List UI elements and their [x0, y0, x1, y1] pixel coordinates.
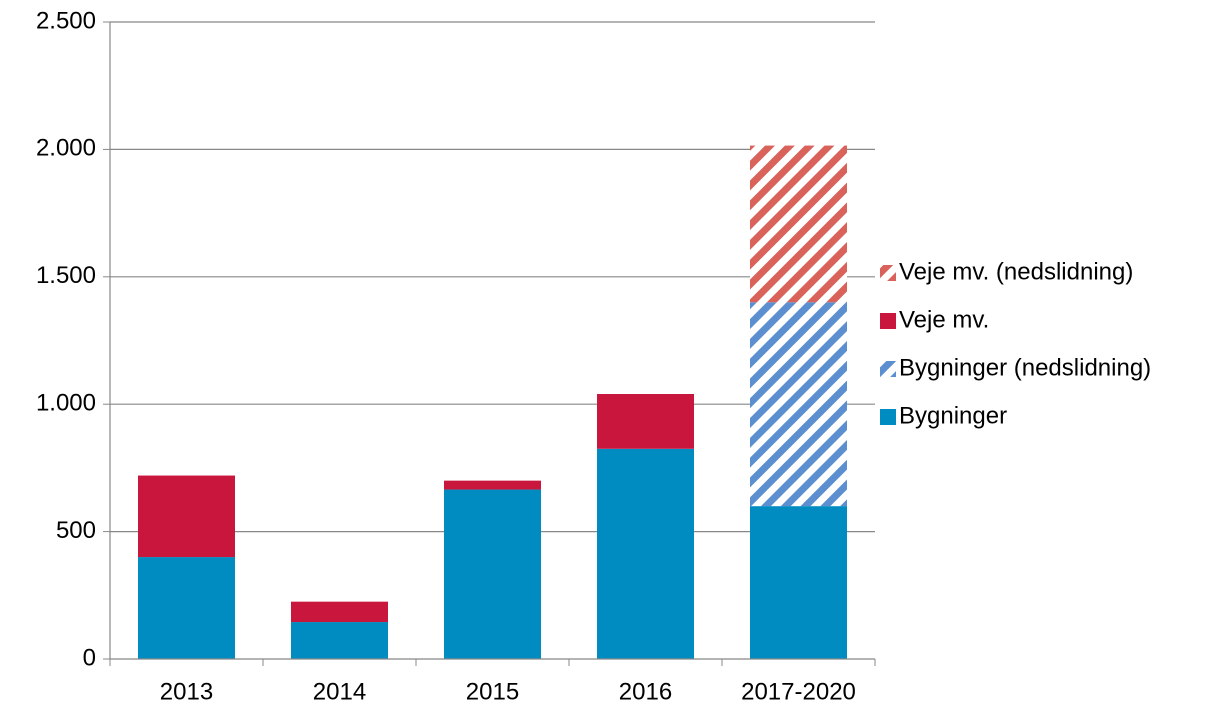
legend-swatch — [880, 313, 896, 329]
bar-segment — [291, 622, 388, 659]
bar-segment — [750, 302, 847, 507]
y-tick-label: 500 — [56, 517, 96, 544]
bar-segment — [750, 506, 847, 659]
x-tick-label: 2017-2020 — [741, 678, 856, 705]
x-tick-label: 2014 — [313, 678, 366, 705]
y-tick-label: 2.500 — [36, 7, 96, 34]
bar-segment — [444, 489, 541, 659]
bar-segment — [597, 448, 694, 659]
legend-swatch — [880, 409, 896, 425]
y-tick-label: 0 — [83, 644, 96, 671]
legend-label: Veje mv. — [899, 306, 989, 333]
bar-segment — [597, 394, 694, 449]
bar-segment — [750, 145, 847, 303]
legend-label: Bygninger — [899, 402, 1007, 429]
bar-segment — [138, 475, 235, 558]
legend-label: Veje mv. (nedslidning) — [899, 258, 1133, 285]
x-tick-label: 2016 — [619, 678, 672, 705]
bar-segment — [138, 557, 235, 659]
legend-swatch — [880, 361, 896, 377]
x-tick-label: 2015 — [466, 678, 519, 705]
x-tick-label: 2013 — [160, 678, 213, 705]
legend-swatch — [880, 265, 896, 281]
y-tick-label: 1.000 — [36, 390, 96, 417]
y-tick-label: 1.500 — [36, 262, 96, 289]
bar-segment — [291, 601, 388, 623]
y-tick-label: 2.000 — [36, 135, 96, 162]
bar-segment — [444, 480, 541, 490]
legend-label: Bygninger (nedslidning) — [899, 354, 1151, 381]
